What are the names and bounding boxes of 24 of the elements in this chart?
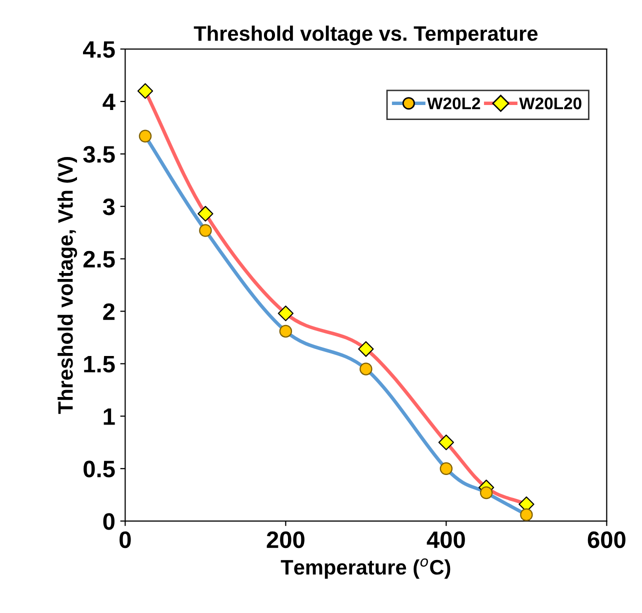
point: [198, 206, 214, 222]
y-tick-label: 3.5: [83, 146, 115, 163]
y-tick-label: 0.5: [84, 460, 115, 478]
y-tick-label: 4: [102, 94, 116, 110]
y-tick-label: 3: [102, 198, 115, 216]
y-tick-label: 1.5: [84, 356, 115, 372]
y-tick-label: 0: [103, 513, 114, 530]
y-axis-title: Threshold voltage, Vth (V): [58, 157, 78, 414]
legend-label: W20L2: [427, 98, 480, 110]
x-tick-label: 200: [266, 531, 304, 548]
point: [358, 341, 374, 357]
chart-title: Threshold voltage vs. Temperature: [194, 26, 538, 46]
point: [438, 434, 454, 450]
point: [137, 83, 154, 99]
y-tick-label: 1: [104, 408, 115, 425]
legend-label: W20L20: [519, 98, 582, 110]
y-tick-label: 4.5: [83, 41, 115, 58]
x-tick-label: 600: [588, 531, 626, 548]
point: [278, 306, 294, 322]
y-tick-label: 2.5: [83, 250, 115, 268]
y-tick-label: 2: [103, 303, 115, 320]
x-tick-label: 400: [426, 531, 465, 548]
x-tick-label: 0: [120, 531, 131, 548]
x-axis-title: Temperature ($^{o}$C): [280, 558, 450, 579]
